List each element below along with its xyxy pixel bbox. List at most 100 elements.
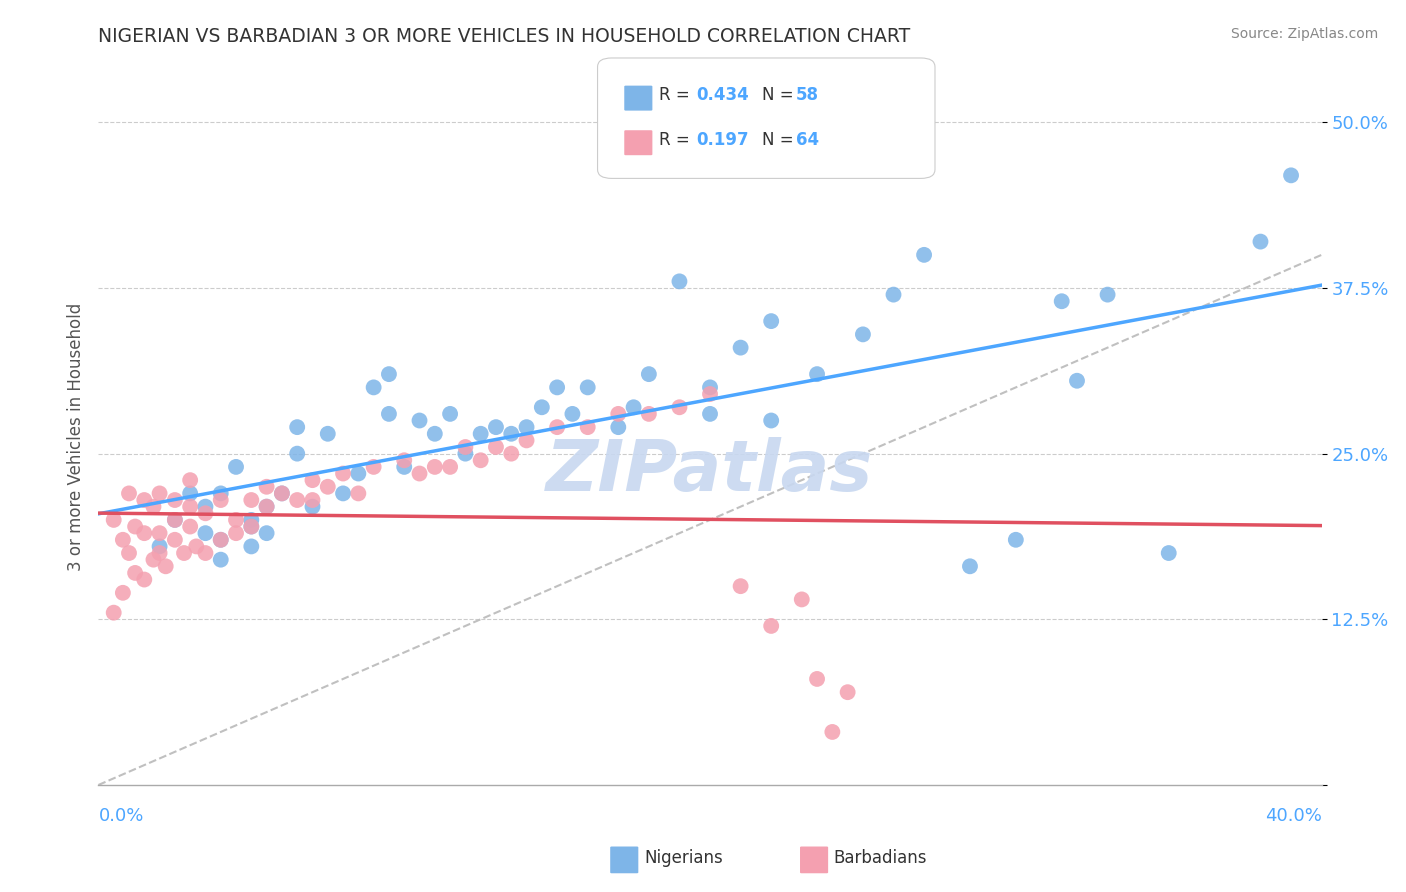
Point — [485, 420, 508, 434]
Point — [821, 725, 844, 739]
Point — [142, 500, 165, 514]
Point — [423, 459, 446, 474]
Point — [363, 459, 385, 474]
Point — [240, 519, 263, 533]
Point — [607, 407, 630, 421]
Point — [134, 493, 156, 508]
Point — [516, 434, 538, 448]
Point — [173, 546, 195, 560]
Point — [240, 513, 263, 527]
Point — [759, 314, 782, 328]
Point — [270, 486, 292, 500]
Text: 0.434: 0.434 — [696, 87, 749, 104]
Point — [103, 606, 125, 620]
Point — [194, 526, 217, 541]
Text: Source: ZipAtlas.com: Source: ZipAtlas.com — [1230, 27, 1378, 41]
Text: Nigerians: Nigerians — [644, 849, 723, 867]
Point — [623, 401, 645, 415]
Point — [194, 546, 217, 560]
Point — [561, 407, 583, 421]
Point — [392, 459, 416, 474]
Point — [363, 380, 385, 394]
Point — [454, 447, 477, 461]
Point — [576, 380, 599, 394]
Point — [347, 467, 370, 481]
Point — [837, 685, 859, 699]
Point — [439, 459, 461, 474]
Point — [225, 513, 247, 527]
Point — [1004, 533, 1026, 547]
Point — [225, 459, 247, 474]
Point — [546, 420, 568, 434]
Point — [163, 533, 186, 547]
Point — [408, 467, 430, 481]
Text: 0.0%: 0.0% — [98, 807, 143, 825]
Point — [256, 526, 278, 541]
Point — [163, 513, 186, 527]
Point — [392, 453, 416, 467]
Point — [163, 513, 186, 527]
Point — [516, 420, 538, 434]
Point — [347, 486, 370, 500]
Point — [1279, 169, 1302, 183]
Point — [179, 473, 201, 487]
Point — [699, 387, 721, 401]
Point — [1066, 374, 1088, 388]
Text: R =: R = — [659, 131, 696, 149]
Point — [637, 367, 661, 381]
Point — [316, 426, 339, 441]
Point — [209, 493, 232, 508]
Point — [423, 426, 446, 441]
Point — [454, 440, 477, 454]
Point — [790, 592, 813, 607]
Point — [501, 447, 523, 461]
Point — [530, 401, 553, 415]
Point — [668, 401, 690, 415]
Point — [134, 526, 156, 541]
Point — [256, 500, 278, 514]
Point — [124, 566, 146, 580]
Point — [256, 480, 278, 494]
Point — [668, 274, 690, 288]
Point — [270, 486, 292, 500]
Point — [332, 486, 354, 500]
Point — [179, 519, 201, 533]
Point — [149, 546, 172, 560]
Text: N =: N = — [762, 131, 799, 149]
Point — [485, 440, 508, 454]
Point — [806, 367, 828, 381]
Point — [912, 248, 935, 262]
Point — [209, 486, 232, 500]
Point — [179, 486, 201, 500]
Y-axis label: 3 or more Vehicles in Household: 3 or more Vehicles in Household — [66, 303, 84, 571]
Point — [186, 540, 208, 554]
Point — [959, 559, 981, 574]
Point — [1249, 235, 1271, 249]
Point — [134, 573, 156, 587]
Point — [240, 540, 263, 554]
Point — [256, 500, 278, 514]
Point — [883, 287, 905, 301]
Text: 0.197: 0.197 — [696, 131, 748, 149]
Point — [209, 533, 232, 547]
Point — [301, 500, 323, 514]
Point — [501, 426, 523, 441]
Text: 40.0%: 40.0% — [1265, 807, 1322, 825]
Point — [301, 473, 323, 487]
Point — [1157, 546, 1180, 560]
Point — [332, 467, 354, 481]
Point — [194, 506, 217, 520]
Text: NIGERIAN VS BARBADIAN 3 OR MORE VEHICLES IN HOUSEHOLD CORRELATION CHART: NIGERIAN VS BARBADIAN 3 OR MORE VEHICLES… — [98, 27, 911, 45]
Point — [470, 453, 492, 467]
Point — [285, 447, 308, 461]
Point — [1097, 287, 1119, 301]
Point — [1050, 294, 1073, 309]
Text: R =: R = — [659, 87, 696, 104]
Point — [546, 380, 568, 394]
Point — [699, 380, 721, 394]
Point — [285, 420, 308, 434]
Point — [378, 407, 401, 421]
Point — [699, 407, 721, 421]
Point — [179, 500, 201, 514]
Point — [240, 493, 263, 508]
